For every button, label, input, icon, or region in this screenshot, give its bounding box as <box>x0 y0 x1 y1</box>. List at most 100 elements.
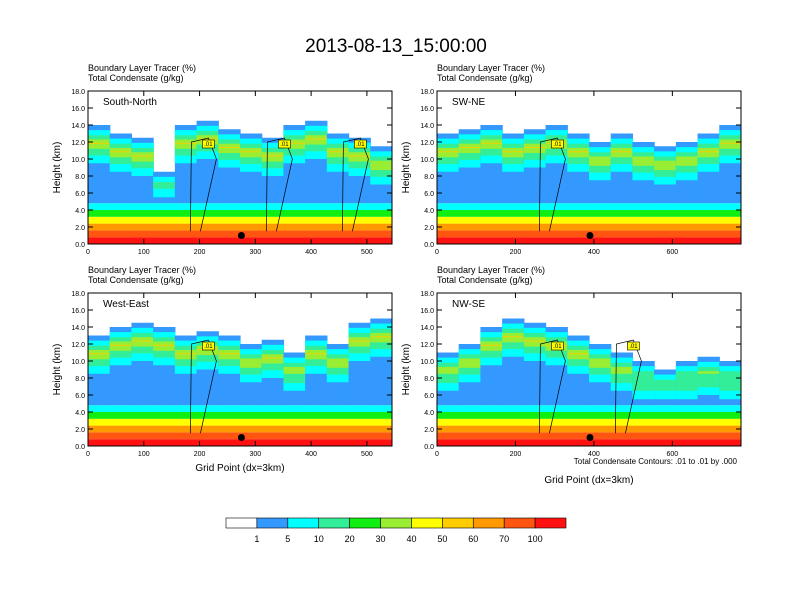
panel-header-condensate: Total Condensate (g/kg) <box>88 275 184 285</box>
boundary-layer-band <box>88 425 392 433</box>
tracer-cell <box>370 160 392 171</box>
x-tick-label: 200 <box>510 451 522 458</box>
y-tick-label: 10.0 <box>420 359 434 366</box>
panel-south-north: Boundary Layer Tracer (%)Total Condensat… <box>52 63 393 256</box>
condensate-contour <box>539 339 566 434</box>
y-tick-label: 6.0 <box>75 191 85 198</box>
tracer-cell <box>218 143 241 154</box>
panel-label: South-North <box>103 97 157 108</box>
tracer-cell <box>283 139 306 149</box>
tracer-cell <box>437 151 460 153</box>
y-axis-label: Height (km) <box>52 142 63 194</box>
x-tick-label: 300 <box>249 451 261 458</box>
y-tick-label: 8.0 <box>75 174 85 181</box>
y-tick-label: 0.0 <box>75 242 85 249</box>
tracer-cell <box>523 337 547 347</box>
tracer-cell <box>697 366 720 388</box>
colorbar-swatch <box>256 517 289 529</box>
condensate-contour <box>342 137 369 232</box>
boundary-layer-band <box>437 223 741 231</box>
tracer-cell <box>153 181 176 189</box>
colorbar: 1 5 10 20 30 40 50 60 70 100 <box>225 517 567 544</box>
tracer-cell <box>196 345 219 356</box>
y-tick-label: 0.0 <box>75 444 85 451</box>
tracer-cell <box>326 147 350 158</box>
boundary-layer-band <box>437 405 741 412</box>
y-tick-label: 14.0 <box>71 123 85 130</box>
y-tick-label: 8.0 <box>424 174 434 181</box>
y-tick-label: 2.0 <box>75 225 85 232</box>
panel-header-condensate: Total Condensate (g/kg) <box>88 73 184 83</box>
y-tick-label: 18.0 <box>71 89 85 96</box>
y-tick-label: 16.0 <box>71 106 85 113</box>
tracer-cell <box>502 336 525 338</box>
y-tick-label: 2.0 <box>75 427 85 434</box>
tracer-cell <box>218 147 241 148</box>
contour-label: .01 <box>553 344 562 350</box>
colorbar-swatch <box>380 517 412 529</box>
tracer-cell <box>131 340 154 342</box>
tracer-cell <box>305 353 328 355</box>
panel-header-condensate: Total Condensate (g/kg) <box>437 73 533 83</box>
x-tick-label: 400 <box>588 451 600 458</box>
plot-frame <box>436 292 742 447</box>
tracer-cell <box>523 143 547 154</box>
location-marker <box>237 232 245 239</box>
panel-header-tracer: Boundary Layer Tracer (%) <box>437 265 545 275</box>
tracer-cell <box>283 366 306 374</box>
boundary-layer-band <box>437 210 741 217</box>
boundary-layer-band <box>437 237 741 244</box>
tracer-field <box>437 293 741 446</box>
tracer-field <box>88 91 392 244</box>
y-tick-label: 8.0 <box>424 376 434 383</box>
tracer-cell <box>196 138 219 140</box>
x-tick-label: 600 <box>667 451 679 458</box>
y-tick-label: 12.0 <box>420 140 434 147</box>
y-tick-label: 0.0 <box>424 444 434 451</box>
y-tick-label: 14.0 <box>71 325 85 332</box>
tracer-cell <box>523 147 547 148</box>
contour-label-box <box>202 139 215 149</box>
y-tick-label: 4.0 <box>424 410 434 417</box>
colorbar-swatch <box>225 517 258 529</box>
contour-label: .01 <box>629 344 638 350</box>
condensate-contour <box>190 339 217 434</box>
tracer-cell <box>109 341 133 351</box>
tracer-cell <box>610 366 634 374</box>
tracer-cell <box>88 349 111 360</box>
y-tick-label: 0.0 <box>424 242 434 249</box>
colorbar-label: 100 <box>528 534 543 544</box>
y-tick-label: 14.0 <box>420 325 434 332</box>
x-tick-label: 100 <box>138 451 150 458</box>
panel-header-tracer: Boundary Layer Tracer (%) <box>88 63 196 73</box>
boundary-layer-band <box>88 203 392 210</box>
panels: Boundary Layer Tracer (%)Total Condensat… <box>52 63 742 486</box>
y-tick-label: 4.0 <box>75 208 85 215</box>
tracer-cell <box>589 156 612 166</box>
y-tick-label: 12.0 <box>71 342 85 349</box>
tracer-cell <box>131 152 154 162</box>
tracer-cell <box>305 138 328 140</box>
plot-frame <box>436 90 742 245</box>
contour-label: .01 <box>204 344 213 350</box>
tracer-cell <box>261 357 285 359</box>
colorbar-label: 20 <box>345 534 355 544</box>
x-tick-label: 0 <box>86 249 90 256</box>
y-tick-label: 2.0 <box>424 225 434 232</box>
tracer-cell <box>567 147 590 158</box>
tracer-cell <box>632 156 655 166</box>
tracer-cell <box>174 349 198 360</box>
contour-label: .01 <box>356 142 365 148</box>
tracer-cell <box>370 332 392 343</box>
x-tick-label: 500 <box>361 451 373 458</box>
contour-label-box <box>202 341 215 351</box>
tracer-cell <box>305 349 328 360</box>
tracer-cell <box>109 147 133 158</box>
colorbar-label: 10 <box>314 534 324 544</box>
contour-label: .01 <box>280 142 289 148</box>
location-marker <box>237 434 245 441</box>
boundary-layer-band <box>437 203 741 210</box>
y-tick-label: 10.0 <box>420 157 434 164</box>
colorbar-swatch <box>318 517 350 529</box>
tracer-field <box>437 91 741 244</box>
